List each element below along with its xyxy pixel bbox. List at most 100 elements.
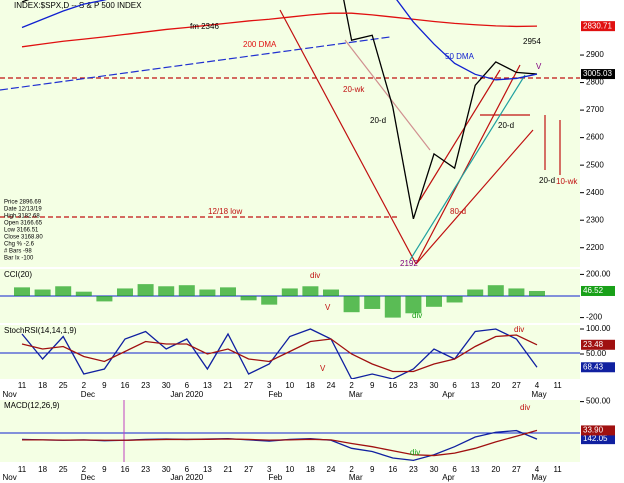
annotation: V [320, 364, 326, 373]
annotation: div [520, 403, 530, 412]
x-tick-label: 2 [82, 381, 87, 390]
y-tick-label: 2900 [586, 50, 604, 59]
value-label: 2830.71 [583, 21, 612, 30]
x-tick-label: 27 [512, 381, 521, 390]
x-tick-label: 18 [38, 381, 47, 390]
month-label: Nov [3, 390, 17, 399]
bar [426, 296, 442, 307]
annotation: div [514, 325, 524, 334]
value-label: 33.90 [583, 426, 604, 435]
x-tick-label: 27 [512, 465, 521, 474]
x-tick-label: 20 [491, 381, 500, 390]
x-tick-label: 3 [267, 381, 272, 390]
x-tick-label: 23 [409, 381, 418, 390]
panel-marks [21, 0, 538, 220]
value-box [581, 425, 615, 436]
x-tick-label: 24 [327, 465, 336, 474]
x-tick-label: 11 [553, 465, 562, 474]
info-line: High 3182.68 [4, 214, 40, 220]
bar [34, 289, 51, 296]
month-label: Apr [442, 390, 455, 399]
annotation: div [310, 271, 320, 280]
x-tick-label: 23 [409, 465, 418, 474]
annotation: div [412, 311, 422, 320]
info-line: Open 3166.65 [4, 221, 43, 227]
annotation: div [410, 448, 420, 457]
annotation: 20-d [370, 116, 386, 125]
x-tick-label: 9 [370, 381, 375, 390]
bar [446, 296, 463, 303]
month-label: Jan 2020 [170, 473, 203, 482]
bar [281, 288, 298, 296]
info-line: Low 3166.51 [4, 228, 39, 234]
bar [158, 286, 175, 296]
bar [302, 286, 319, 296]
x-tick-label: 11 [553, 381, 562, 390]
bar [364, 296, 381, 309]
bar [343, 296, 360, 313]
y-tick-label: 2300 [586, 215, 604, 224]
bar [14, 287, 30, 296]
series-line [21, 334, 538, 373]
value-box [581, 21, 615, 32]
x-tick-label: 2 [82, 465, 87, 474]
value-label: 142.05 [583, 434, 608, 443]
x-tick-label: 6 [452, 381, 457, 390]
bar [75, 291, 92, 296]
value-box [581, 69, 615, 80]
x-tick-label: 2 [349, 465, 354, 474]
x-tick-label: 25 [59, 381, 68, 390]
bar [261, 296, 278, 305]
series-line [21, 0, 538, 81]
x-tick-label: 30 [162, 465, 171, 474]
y-tick-label: 2700 [586, 105, 604, 114]
annotation: 20-d [498, 121, 514, 130]
macd-panel [0, 400, 580, 462]
month-label: Mar [349, 390, 363, 399]
bar [55, 286, 72, 296]
info-line: Close 3168.80 [4, 235, 43, 241]
info-line: Bar Ix -100 [4, 256, 34, 262]
bar [467, 289, 484, 296]
series-line [21, 328, 538, 379]
x-tick-label: 18 [306, 465, 315, 474]
y-tick-label: 2400 [586, 188, 604, 197]
x-tick-label: 20 [491, 465, 500, 474]
x-tick-label: 27 [244, 465, 253, 474]
x-tick-label: 18 [306, 381, 315, 390]
annotation: 20-wk [343, 85, 365, 94]
x-tick-label: 10 [285, 381, 294, 390]
x-tick-label: 16 [388, 465, 397, 474]
annotation: 10-wk [556, 177, 578, 186]
y-tick-label: 100.00 [586, 324, 611, 333]
y-tick-label: 2500 [586, 160, 604, 169]
info-line: Price 2896.69 [4, 200, 42, 206]
x-tick-label: 27 [244, 381, 253, 390]
info-line: Chg % -2.6 [4, 242, 35, 248]
bar [405, 296, 422, 314]
x-tick-label: 23 [141, 465, 150, 474]
value-label: 68.43 [583, 362, 604, 371]
x-tick-label: 13 [203, 381, 212, 390]
info-line: # Bars -98 [4, 249, 32, 255]
annotation: 2192 [400, 259, 418, 268]
value-box [581, 285, 615, 296]
month-label: Mar [349, 473, 363, 482]
value-box [581, 339, 615, 350]
x-tick-label: 16 [121, 465, 130, 474]
panel-marks [21, 328, 538, 379]
y-tick-label: 500.00 [586, 397, 611, 406]
annotation: V [325, 303, 331, 312]
x-tick-label: 4 [535, 381, 540, 390]
bar [384, 296, 401, 318]
panel-label: CCI(20) [4, 270, 32, 279]
annotation: 20-d [539, 176, 555, 185]
month-label: Dec [81, 473, 95, 482]
month-label: Apr [442, 473, 455, 482]
bar [323, 289, 339, 296]
bar [220, 287, 236, 296]
x-tick-label: 6 [185, 381, 190, 390]
info-line: Date 12/13/19 [4, 207, 42, 213]
value-label: 46.52 [583, 286, 604, 295]
